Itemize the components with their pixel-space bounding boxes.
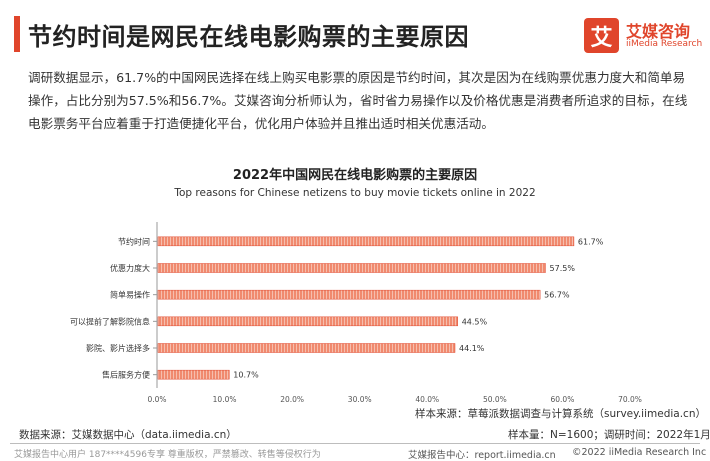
bar-chart: 节约时间 61.7% 优惠力度大 57.5% 简单易操作 56.7% 可以提前了解影院信息 4… bbox=[70, 222, 642, 404]
x-tick-label: 60.0% bbox=[551, 395, 575, 404]
category-label: 可以提前了解影院信息 bbox=[70, 316, 150, 326]
x-tick-label: 70.0% bbox=[618, 395, 642, 404]
bar bbox=[157, 343, 456, 353]
x-tick-label: 30.0% bbox=[348, 395, 372, 404]
footer-copyright-notice: 艾媒报告中心用户 187****4596专享 尊重版权，严禁篡改、转售等侵权行为 bbox=[14, 450, 321, 460]
bar bbox=[157, 289, 541, 300]
category-label: 售后服务方便 bbox=[102, 370, 150, 380]
bar bbox=[157, 263, 546, 273]
page-title: 节约时间是网民在线电影购票的主要原因 bbox=[28, 23, 469, 51]
x-tick-label: 50.0% bbox=[483, 395, 507, 404]
category-label: 优惠力度大 bbox=[110, 263, 150, 273]
data-label: 61.7% bbox=[578, 237, 604, 246]
logo-mark-icon: 艾 bbox=[584, 18, 619, 53]
logo-name-cn: 艾媒咨询 bbox=[626, 22, 691, 41]
data-label: 44.1% bbox=[459, 344, 485, 353]
category-label: 影院、影片选择多 bbox=[86, 343, 150, 353]
data-label: 44.5% bbox=[462, 317, 488, 326]
x-tick-label: 0.0% bbox=[147, 395, 166, 404]
x-tick-label: 40.0% bbox=[415, 395, 439, 404]
category-label: 简单易操作 bbox=[110, 290, 150, 300]
x-tick-label: 20.0% bbox=[280, 395, 304, 404]
data-source-note: 数据来源：艾媒数据中心（data.iimedia.cn） bbox=[19, 429, 237, 441]
footer-report-link[interactable]: 艾媒报告中心：report.iimedia.cn bbox=[408, 450, 556, 461]
sample-size-note: 样本量：N=1600；调研时间：2022年1月 bbox=[508, 429, 710, 441]
intro-paragraph: 调研数据显示，61.7%的中国网民选择在线上购买电影票的原因是节约时间，其次是因… bbox=[28, 70, 688, 131]
footer-copyright: ©2022 iiMedia Research Inc bbox=[572, 447, 707, 458]
title-accent-bar bbox=[14, 16, 20, 52]
footer-divider bbox=[10, 443, 700, 444]
category-label: 节约时间 bbox=[118, 236, 150, 246]
iimedia-logo: 艾 艾媒咨询 iiMedia Research bbox=[584, 18, 704, 56]
bar bbox=[157, 316, 458, 327]
data-label: 56.7% bbox=[544, 291, 570, 300]
sample-source-note: 样本来源：草莓派数据调查与计算系统（survey.iimedia.cn） bbox=[415, 408, 706, 420]
x-tick-label: 10.0% bbox=[213, 395, 237, 404]
data-label: 57.5% bbox=[550, 264, 576, 273]
chart-title: 2022年中国网民在线电影购票的主要原因 bbox=[232, 168, 478, 183]
bar bbox=[157, 369, 230, 380]
chart-subtitle: Top reasons for Chinese netizens to buy … bbox=[174, 187, 536, 199]
data-label: 10.7% bbox=[233, 371, 259, 380]
bar bbox=[157, 236, 575, 247]
logo-name-en: iiMedia Research bbox=[626, 39, 703, 49]
